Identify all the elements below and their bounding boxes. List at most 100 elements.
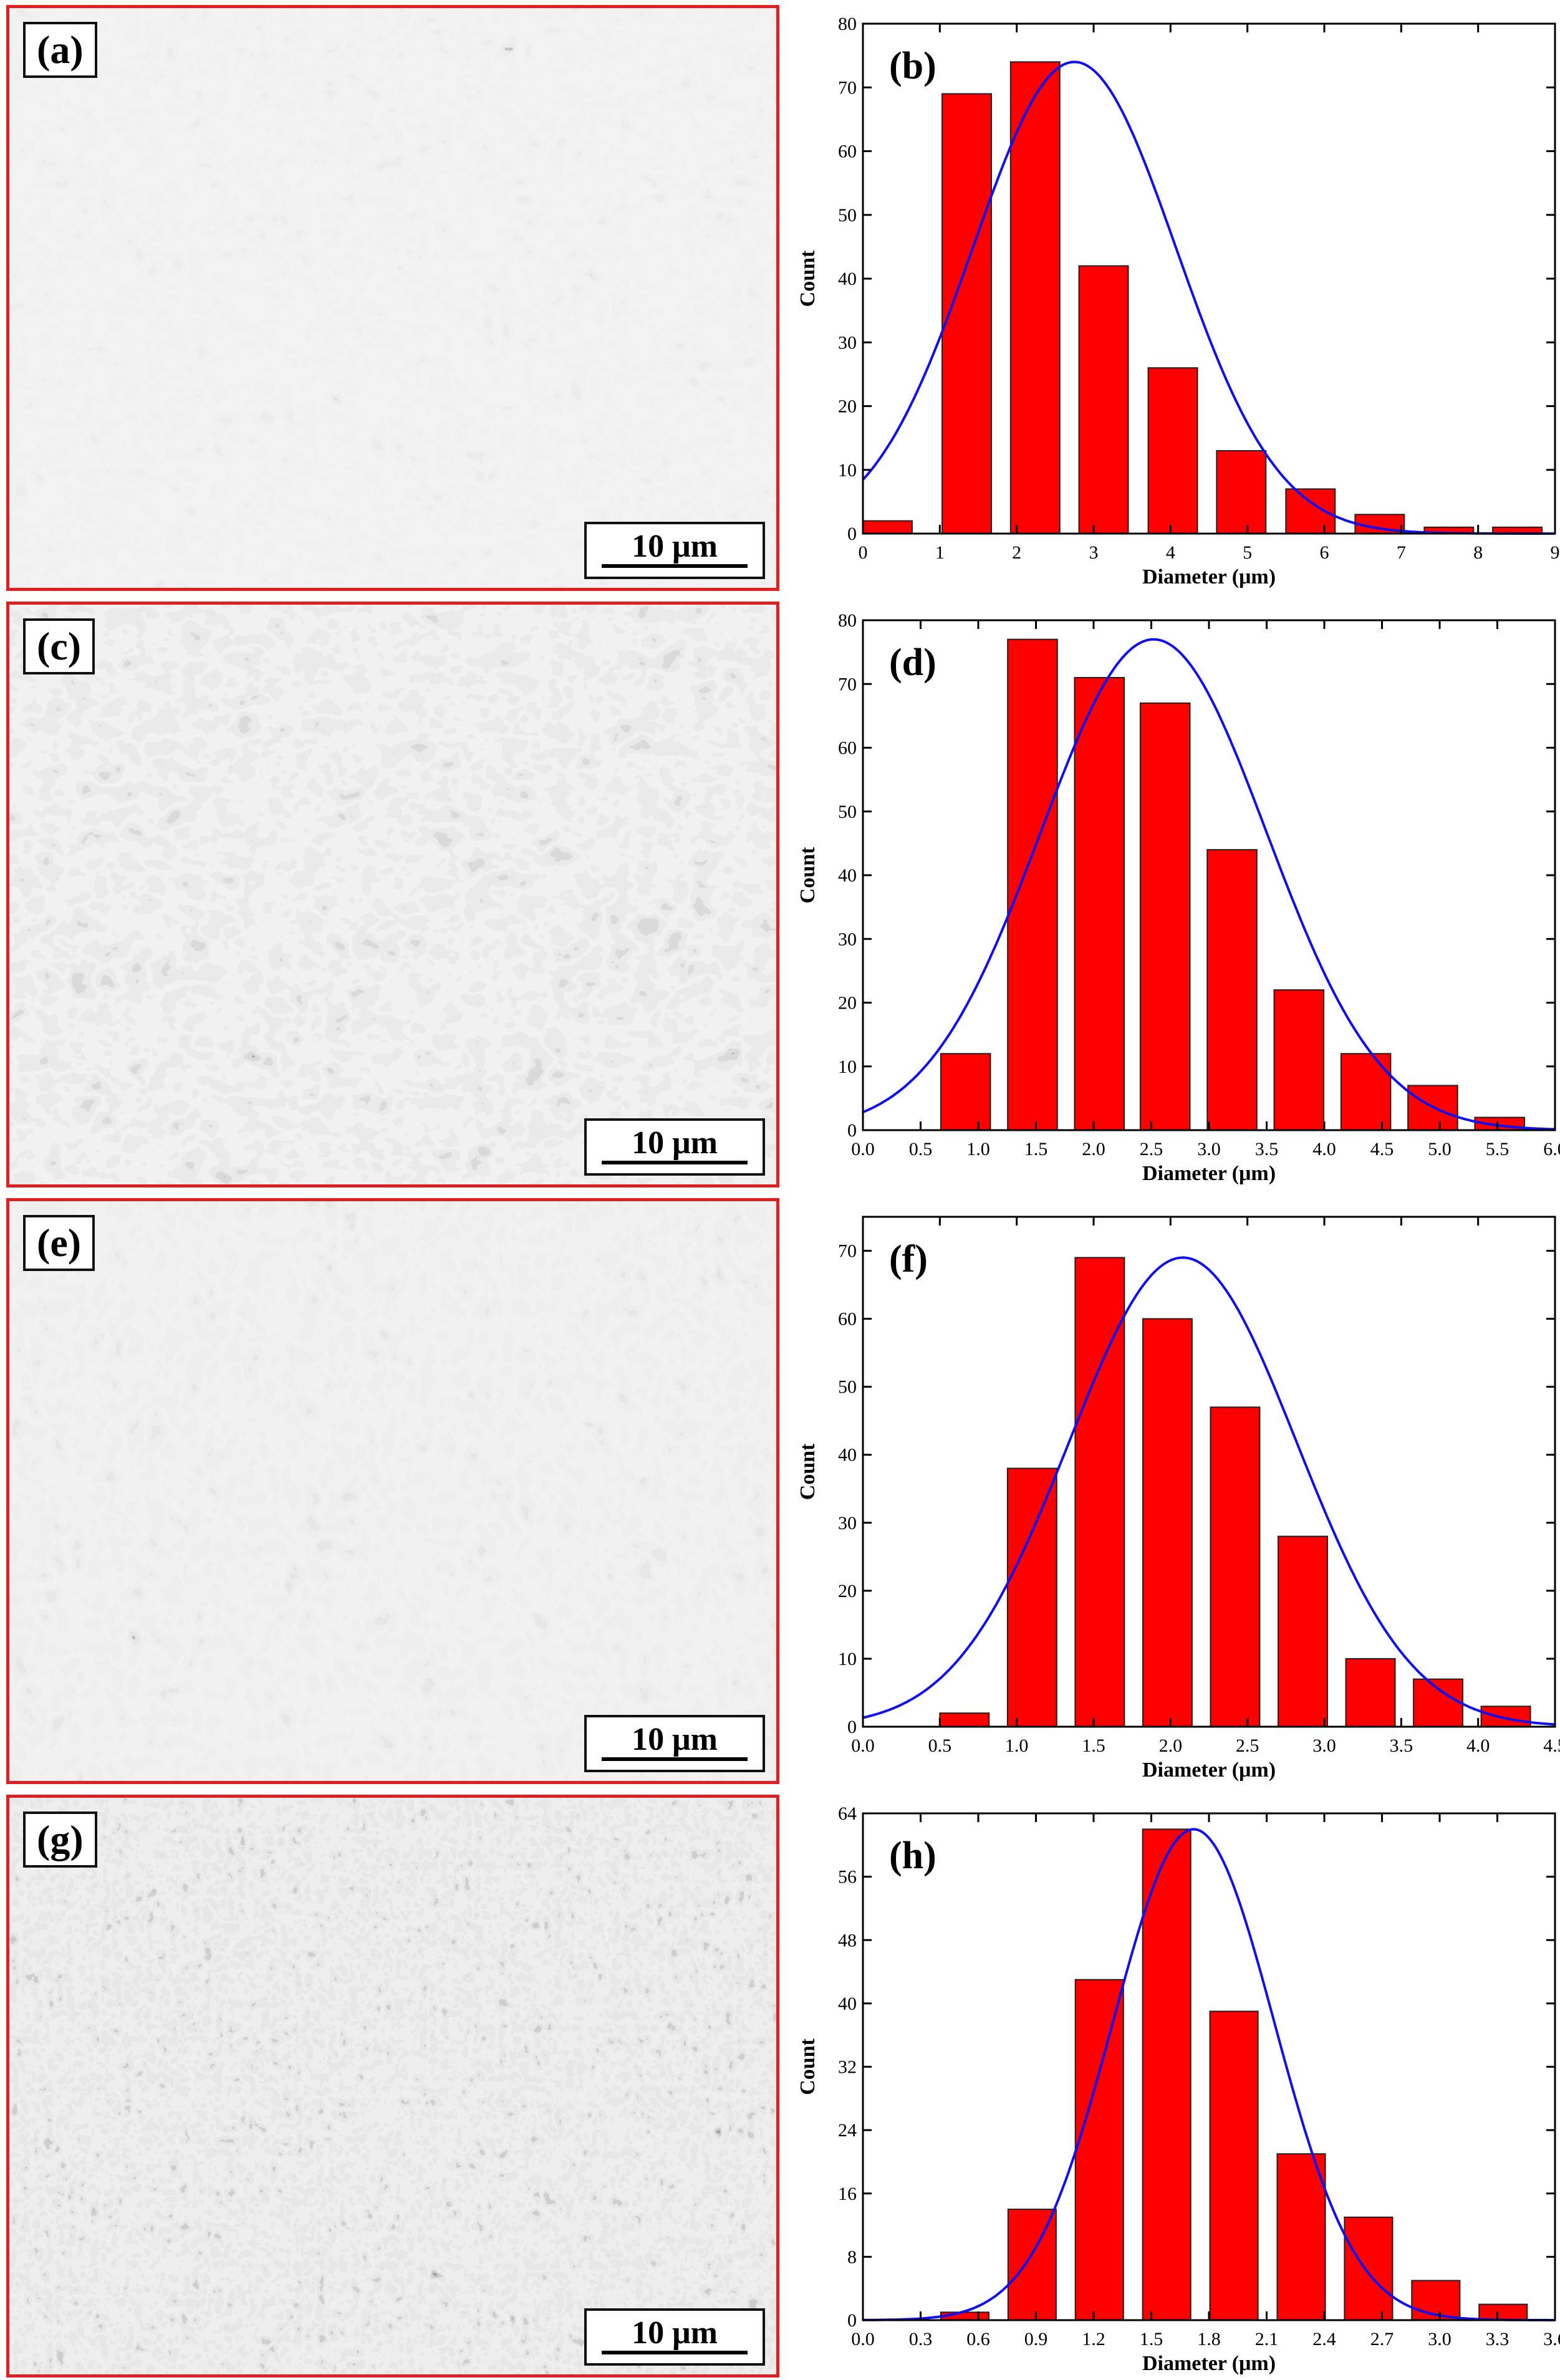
x-tick-label: 0.0: [851, 2329, 875, 2349]
x-axis-title: Diameter (μm): [1142, 1162, 1276, 1185]
scale-bar-line-c: [602, 1161, 748, 1164]
x-tick-label: 0.6: [966, 2329, 990, 2349]
y-tick-label: 8: [847, 2247, 857, 2267]
x-tick-label: 2.7: [1370, 2329, 1394, 2349]
y-tick-label: 0: [847, 2310, 857, 2331]
histogram-bar: [1078, 265, 1129, 534]
micrograph-panel-c: (c) 10 μm: [6, 602, 779, 1188]
panel-label-g: (g): [23, 1811, 97, 1868]
x-tick-label: 3.0: [1197, 1139, 1221, 1159]
micrograph-panel-e: (e) 10 μm: [6, 1198, 779, 1784]
scale-bar-line-e: [602, 1757, 748, 1761]
histogram-bar: [1344, 2216, 1394, 2321]
y-tick-label: 16: [838, 2184, 857, 2204]
histogram-bar: [1007, 2209, 1057, 2321]
histogram-b: 0 1 2 3 4 5 6 7 8 9 0 10 20 30 40 50 60 70 80 Diameter (μm)…: [787, 5, 1560, 591]
y-tick-label: 0: [847, 1120, 857, 1141]
y-tick-label: 70: [838, 674, 857, 694]
plot-frame: [862, 1216, 1556, 1728]
y-tick-label: 80: [838, 610, 857, 631]
chart-panel-label: (f): [889, 1238, 928, 1280]
histogram-bar: [862, 520, 913, 534]
x-axis-title: Diameter (μm): [1142, 1759, 1276, 1782]
chart-panel-label: (d): [889, 641, 936, 684]
y-tick-label: 40: [838, 1445, 857, 1466]
x-tick-label: 2.0: [1159, 1735, 1183, 1756]
panel-label-c: (c): [23, 618, 95, 674]
y-tick-label: 40: [838, 865, 857, 886]
x-tick-label: 2.0: [1082, 1139, 1105, 1159]
histogram-bar: [940, 1053, 991, 1131]
gaussian-fit-line: [863, 1828, 1555, 2321]
panel-label-e: (e): [23, 1215, 95, 1271]
micrograph-image-e: [9, 1201, 776, 1781]
scale-bar-line-a: [602, 564, 748, 568]
x-tick-label: 3.0: [1428, 2329, 1452, 2349]
y-tick-label: 64: [838, 1803, 857, 1824]
x-tick-label: 1.0: [1005, 1735, 1029, 1756]
scale-bar-c: 10 μm: [584, 1118, 765, 1176]
x-tick-label: 3.6: [1543, 2329, 1560, 2349]
scale-bar-e: 10 μm: [584, 1715, 765, 1772]
y-tick-label: 50: [838, 205, 857, 226]
x-tick-label: 3.5: [1390, 1735, 1413, 1756]
y-tick-label: 70: [838, 1241, 857, 1262]
histogram-f: 0.0 0.5 1.0 1.5 2.0 2.5 3.0 3.5 4.0 4.5 0 10 20 30 40 5…: [787, 1198, 1560, 1784]
histogram-bar: [1209, 2010, 1259, 2321]
x-tick-label: 8: [1473, 542, 1483, 563]
histogram-bar: [1147, 367, 1198, 535]
x-tick-label: 4.0: [1312, 1139, 1336, 1159]
y-tick-label: 20: [838, 993, 857, 1014]
x-tick-label: 1.2: [1082, 2329, 1105, 2349]
x-tick-label: 3.3: [1486, 2329, 1509, 2349]
y-tick-label: 56: [838, 1867, 857, 1888]
scale-bar-a: 10 μm: [584, 522, 765, 579]
scale-bar-label-e: 10 μm: [632, 1722, 718, 1757]
y-tick-label: 50: [838, 802, 857, 822]
y-tick-label: 60: [838, 1309, 857, 1330]
y-tick-label: 30: [838, 1513, 857, 1533]
micrograph-panel-g: (g) 10 μm: [6, 1795, 779, 2378]
scale-bar-label-g: 10 μm: [632, 2315, 718, 2351]
x-tick-label: 1.8: [1197, 2329, 1221, 2349]
histogram-f-svg: 0.0 0.5 1.0 1.5 2.0 2.5 3.0 3.5 4.0 4.5 0 10 20 30 40 5…: [796, 1216, 1560, 1782]
histogram-bar: [1006, 1467, 1057, 1727]
x-tick-label: 2.5: [1140, 1139, 1163, 1159]
y-tick-label: 32: [838, 2057, 857, 2078]
micrograph-image-c: [9, 605, 776, 1184]
histogram-bar: [1273, 989, 1325, 1131]
histogram-bar: [1009, 61, 1061, 535]
x-tick-label: 9: [1551, 542, 1560, 563]
histogram-bar: [939, 1712, 990, 1727]
y-tick-label: 60: [838, 142, 857, 162]
y-tick-label: 10: [838, 1649, 857, 1669]
histogram-bar: [1074, 1979, 1124, 2321]
y-axis-title: Count: [796, 1443, 819, 1500]
micrograph-image-g: [9, 1798, 776, 2374]
histogram-b-svg: 0 1 2 3 4 5 6 7 8 9 0 10 20 30 40 50 60 70 80 Diameter (μm)…: [796, 14, 1560, 588]
x-tick-label: 6.0: [1543, 1139, 1560, 1159]
histogram-bar: [1074, 677, 1125, 1131]
x-tick-label: 3.0: [1312, 1735, 1336, 1756]
x-tick-label: 4: [1166, 542, 1175, 563]
x-tick-label: 0.0: [851, 1735, 875, 1756]
y-axis-title: Count: [796, 2038, 819, 2094]
y-axis-title: Count: [796, 250, 819, 307]
x-tick-label: 0: [859, 542, 868, 563]
x-tick-label: 2.1: [1255, 2329, 1279, 2349]
micrograph-image-a: [9, 8, 776, 588]
gaussian-fit-line: [862, 1256, 1556, 1726]
gaussian-fit-line: [862, 638, 1556, 1131]
chart-panel-label: (h): [889, 1835, 936, 1877]
chart-panel-label: (b): [889, 45, 936, 87]
x-tick-label: 6: [1320, 542, 1329, 563]
y-tick-label: 0: [847, 524, 857, 544]
y-tick-label: 60: [838, 738, 857, 759]
x-axis-title: Diameter (μm): [1142, 2352, 1276, 2375]
y-tick-label: 10: [838, 460, 857, 481]
y-axis-title: Count: [796, 847, 819, 903]
x-tick-label: 1.0: [966, 1139, 990, 1159]
x-tick-label: 5: [1243, 542, 1252, 563]
histogram-h: 0.0 0.3 0.6 0.9 1.2 1.5 1.8 2.1 2.4 2.7 3.0 3.3 3.6 0…: [787, 1795, 1560, 2378]
histogram-bar: [1276, 2153, 1326, 2321]
